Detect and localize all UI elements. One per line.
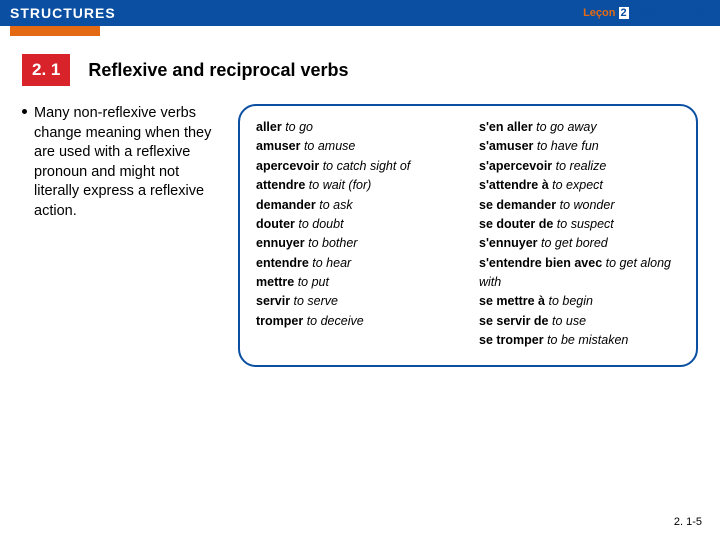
verb-column-reflexive: s'en aller to go aways'amuser to have fu… xyxy=(479,118,680,351)
verb-english: to deceive xyxy=(303,314,363,328)
verb-entry: tromper to deceive xyxy=(256,312,457,331)
unit-title: Habiter en ville xyxy=(632,7,710,19)
verb-french: demander xyxy=(256,198,316,212)
verb-english: to put xyxy=(294,275,329,289)
verb-entry: s'attendre à to expect xyxy=(479,176,680,195)
verb-french: s'apercevoir xyxy=(479,159,552,173)
verb-entry: demander to ask xyxy=(256,196,457,215)
verb-french: ennuyer xyxy=(256,236,305,250)
verb-comparison-box: aller to goamuser to amuseapercevoir to … xyxy=(238,104,698,367)
brand-title: STRUCTURES xyxy=(10,5,116,21)
verb-french: se demander xyxy=(479,198,556,212)
verb-entry: s'apercevoir to realize xyxy=(479,157,680,176)
page-number: 2. 1-5 xyxy=(674,516,702,528)
verb-english: to go away xyxy=(533,120,597,134)
verb-entry: attendre to wait (for) xyxy=(256,176,457,195)
verb-entry: s'ennuyer to get bored xyxy=(479,234,680,253)
section-title: Reflexive and reciprocal verbs xyxy=(88,60,348,81)
verb-english: to have fun xyxy=(533,139,598,153)
verb-french: mettre xyxy=(256,275,294,289)
verb-entry: s'amuser to have fun xyxy=(479,137,680,156)
verb-french: se tromper xyxy=(479,333,544,347)
verb-french: aller xyxy=(256,120,282,134)
lecon-word: Leçon xyxy=(583,7,615,19)
verb-english: to begin xyxy=(545,294,593,308)
verb-entry: mettre to put xyxy=(256,273,457,292)
verb-entry: se servir de to use xyxy=(479,312,680,331)
verb-french: se mettre à xyxy=(479,294,545,308)
lesson-label: Leçon 2 Habiter en ville xyxy=(583,7,710,19)
verb-english: to realize xyxy=(552,159,606,173)
verb-english: to bother xyxy=(305,236,358,250)
verb-french: s'amuser xyxy=(479,139,533,153)
verb-english: to be mistaken xyxy=(544,333,629,347)
verb-english: to use xyxy=(549,314,587,328)
verb-entry: ennuyer to bother xyxy=(256,234,457,253)
bullet-body: Many non-reflexive verbs change meaning … xyxy=(34,105,211,219)
verb-english: to go xyxy=(282,120,313,134)
verb-entry: douter to doubt xyxy=(256,215,457,234)
verb-french: s'entendre bien avec xyxy=(479,256,602,270)
verb-french: tromper xyxy=(256,314,303,328)
verb-french: entendre xyxy=(256,256,309,270)
verb-french: attendre xyxy=(256,178,305,192)
verb-french: s'ennuyer xyxy=(479,236,538,250)
bullet-dot-icon xyxy=(22,109,27,114)
verb-french: amuser xyxy=(256,139,300,153)
verb-english: to expect xyxy=(549,178,603,192)
verb-english: to get bored xyxy=(538,236,608,250)
verb-english: to doubt xyxy=(295,217,344,231)
verb-entry: entendre to hear xyxy=(256,254,457,273)
verb-entry: se douter de to suspect xyxy=(479,215,680,234)
verb-french: s'attendre à xyxy=(479,178,549,192)
verb-entry: servir to serve xyxy=(256,292,457,311)
verb-entry: se demander to wonder xyxy=(479,196,680,215)
verb-entry: amuser to amuse xyxy=(256,137,457,156)
verb-english: to ask xyxy=(316,198,353,212)
verb-entry: s'en aller to go away xyxy=(479,118,680,137)
verb-french: s'en aller xyxy=(479,120,533,134)
verb-entry: se mettre à to begin xyxy=(479,292,680,311)
lecon-number: 2 xyxy=(619,7,629,19)
section-number-badge: 2. 1 xyxy=(22,54,70,86)
verb-french: apercevoir xyxy=(256,159,319,173)
verb-french: servir xyxy=(256,294,290,308)
verb-french: douter xyxy=(256,217,295,231)
verb-english: to serve xyxy=(290,294,338,308)
verb-french: se servir de xyxy=(479,314,549,328)
verb-english: to hear xyxy=(309,256,351,270)
verb-english: to suspect xyxy=(553,217,613,231)
verb-english: to wait (for) xyxy=(305,178,371,192)
verb-entry: se tromper to be mistaken xyxy=(479,331,680,350)
verb-french: se douter de xyxy=(479,217,553,231)
verb-column-nonreflexive: aller to goamuser to amuseapercevoir to … xyxy=(256,118,457,351)
bullet-text: Many non-reflexive verbs change meaning … xyxy=(22,104,222,367)
verb-entry: aller to go xyxy=(256,118,457,137)
verb-entry: s'entendre bien avec to get along with xyxy=(479,254,680,293)
verb-english: to catch sight of xyxy=(319,159,410,173)
verb-english: to amuse xyxy=(300,139,355,153)
verb-entry: apercevoir to catch sight of xyxy=(256,157,457,176)
orange-accent-strip xyxy=(10,26,100,36)
header-bar: STRUCTURES Leçon 2 Habiter en ville xyxy=(0,0,720,26)
verb-english: to wonder xyxy=(556,198,614,212)
main-content: Many non-reflexive verbs change meaning … xyxy=(0,104,720,367)
section-header: 2. 1 Reflexive and reciprocal verbs xyxy=(22,54,720,86)
